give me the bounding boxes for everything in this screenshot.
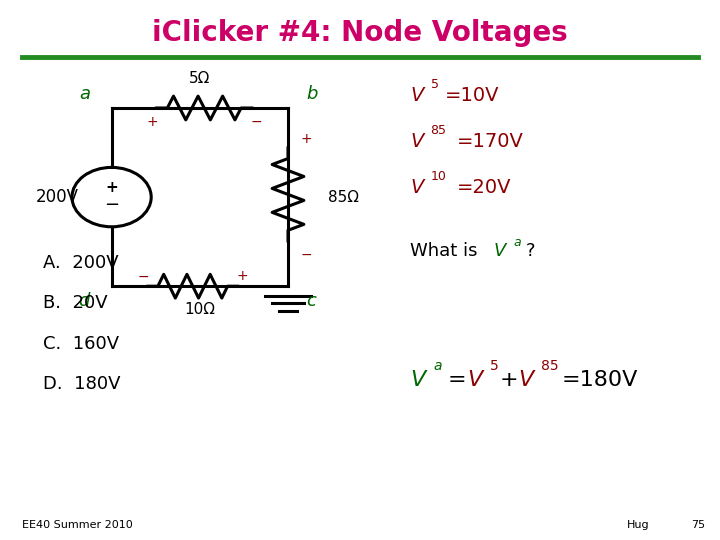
Text: $\mathit{V}$: $\mathit{V}$ <box>467 370 485 390</box>
Text: 200V: 200V <box>36 188 79 206</box>
Text: +: + <box>500 370 518 390</box>
Text: c: c <box>306 292 316 309</box>
Text: d: d <box>78 292 90 309</box>
Text: −: − <box>104 196 120 214</box>
Text: 10Ω: 10Ω <box>184 302 215 318</box>
Text: 5Ω: 5Ω <box>189 71 210 86</box>
Text: EE40 Summer 2010: EE40 Summer 2010 <box>22 520 132 530</box>
Text: 85: 85 <box>541 359 559 373</box>
Text: a: a <box>433 359 442 373</box>
Text: b: b <box>306 85 318 103</box>
Text: A.  200V: A. 200V <box>43 254 119 272</box>
Text: $\mathit{V}$: $\mathit{V}$ <box>410 132 427 151</box>
Text: +: + <box>300 132 312 146</box>
Text: =20V: =20V <box>456 178 511 197</box>
Text: +: + <box>236 269 248 284</box>
Text: ?: ? <box>526 242 535 260</box>
Text: C.  160V: C. 160V <box>43 335 120 353</box>
Text: 75: 75 <box>691 520 706 530</box>
Text: 85: 85 <box>431 124 446 137</box>
Text: $\mathit{V}$: $\mathit{V}$ <box>410 178 427 197</box>
Text: =: = <box>448 370 467 390</box>
Text: 10: 10 <box>431 170 446 183</box>
Text: 5: 5 <box>431 78 438 91</box>
Text: −: − <box>138 269 149 284</box>
Text: +: + <box>146 114 158 129</box>
Text: −: − <box>300 248 312 262</box>
Text: $\mathit{V}$: $\mathit{V}$ <box>493 242 508 260</box>
Text: a: a <box>513 236 521 249</box>
Text: iClicker #4: Node Voltages: iClicker #4: Node Voltages <box>152 19 568 47</box>
Text: a: a <box>79 85 90 103</box>
Text: +: + <box>105 180 118 195</box>
Text: =170V: =170V <box>456 132 523 151</box>
Text: $\mathit{V}$: $\mathit{V}$ <box>518 370 537 390</box>
Text: =180V: =180V <box>562 370 638 390</box>
Text: =10V: =10V <box>445 86 500 105</box>
Text: $\mathit{V}$: $\mathit{V}$ <box>410 86 427 105</box>
Text: B.  20V: B. 20V <box>43 294 108 312</box>
Text: $\mathit{V}$: $\mathit{V}$ <box>410 370 429 390</box>
Text: Hug: Hug <box>626 520 649 530</box>
Text: −: − <box>251 114 262 129</box>
Text: 85Ω: 85Ω <box>328 190 359 205</box>
Text: 5: 5 <box>490 359 498 373</box>
Text: D.  180V: D. 180V <box>43 375 121 393</box>
Text: What is: What is <box>410 242 484 260</box>
